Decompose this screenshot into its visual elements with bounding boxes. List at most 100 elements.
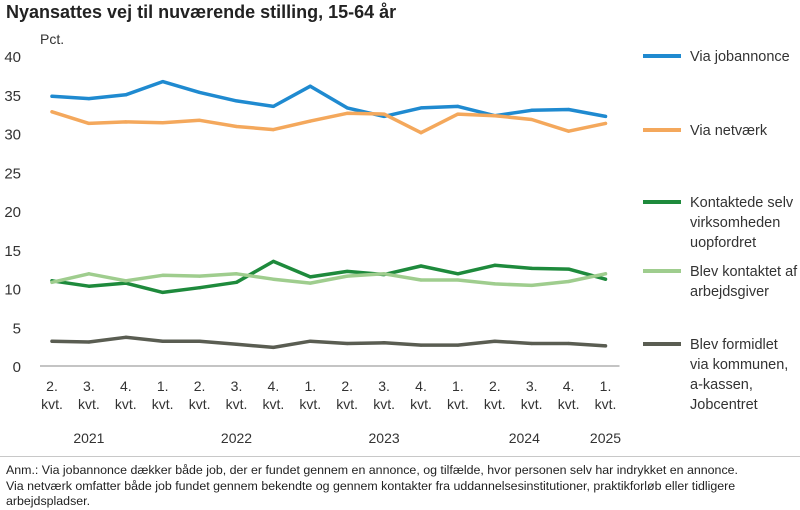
x-tick-label: kvt. <box>521 396 543 412</box>
data-point <box>456 112 460 116</box>
y-axis-unit: Pct. <box>40 31 64 47</box>
series-line <box>50 79 608 119</box>
series-line <box>50 335 608 350</box>
y-tick-label: 10 <box>4 282 21 299</box>
data-point <box>271 104 275 108</box>
data-point <box>271 277 275 281</box>
data-point <box>50 339 54 343</box>
series-line <box>50 259 608 295</box>
data-point <box>271 128 275 132</box>
data-point <box>419 278 423 282</box>
data-point <box>234 280 239 284</box>
data-point <box>530 117 534 122</box>
data-point <box>567 107 571 112</box>
data-point <box>456 343 460 347</box>
legend: Via jobannonce Via netværk Kontaktede selv… <box>643 49 798 413</box>
data-point <box>124 335 128 339</box>
year-label: 2022 <box>221 430 252 446</box>
y-tick-label: 5 <box>13 320 21 337</box>
y-tick-label: 35 <box>4 88 21 105</box>
legend-label: Blev formidlet <box>690 337 778 353</box>
data-point <box>456 278 460 282</box>
legend-label: Blev kontaktet af <box>690 264 798 280</box>
data-point <box>308 281 312 285</box>
data-point <box>87 121 91 126</box>
data-point <box>382 341 386 345</box>
data-point <box>530 108 534 112</box>
data-point <box>419 106 423 110</box>
x-tick-label: kvt. <box>152 396 174 412</box>
year-label: 2024 <box>509 430 540 446</box>
x-tick-label: 1. <box>304 378 316 394</box>
legend-label: Via jobannonce <box>690 49 790 65</box>
data-point <box>382 112 386 116</box>
footnote-line: Via netværk omfatter både job fundet gen… <box>6 478 736 493</box>
data-point <box>603 114 608 119</box>
data-point <box>161 290 165 294</box>
legend-label: uopfordret <box>690 235 756 251</box>
x-tick-label: 4. <box>120 378 132 394</box>
data-point <box>493 114 497 118</box>
y-tick-label: 25 <box>4 165 21 182</box>
x-axis: 2. kvt. 3. kvt. 4. kvt. 1. kvt. 2. kvt. 3. kvt. 4. kv… <box>40 365 621 446</box>
data-point <box>234 342 239 346</box>
divider <box>0 456 800 457</box>
data-point <box>308 119 312 123</box>
x-tick-label: 2. <box>194 378 206 394</box>
data-point <box>271 345 275 349</box>
chart-title: Nyansattes vej til nuværende stilling, 1… <box>6 2 397 22</box>
data-point <box>124 279 128 283</box>
x-tick-label: kvt. <box>447 396 469 412</box>
y-tick-label: 20 <box>4 204 21 221</box>
x-tick-label: 4. <box>415 378 427 394</box>
x-tick-label: kvt. <box>263 396 285 412</box>
x-tick-label: kvt. <box>78 396 100 412</box>
legend-label: Via netværk <box>690 123 768 139</box>
legend-label: arbejdsgiver <box>690 284 769 300</box>
x-tick-label: 4. <box>268 378 280 394</box>
data-point <box>567 279 571 284</box>
data-point <box>234 124 239 129</box>
data-point <box>493 282 497 286</box>
data-point <box>603 121 608 126</box>
data-point <box>345 111 349 115</box>
x-tick-label: 3. <box>378 378 390 394</box>
data-point <box>567 341 571 346</box>
data-point <box>198 339 202 343</box>
x-tick-label: 2. <box>341 378 353 394</box>
data-point <box>161 79 165 84</box>
data-point <box>382 272 386 276</box>
data-point <box>345 106 349 110</box>
x-tick-label: 3. <box>231 378 243 394</box>
data-point <box>603 272 608 276</box>
x-tick-label: 1. <box>452 378 464 394</box>
legend-label: virksomheden <box>690 215 780 231</box>
x-tick-label: kvt. <box>595 396 617 412</box>
data-point <box>493 263 497 267</box>
data-point <box>345 341 349 346</box>
data-point <box>567 129 571 133</box>
y-tick-label: 40 <box>4 49 21 66</box>
data-point <box>345 269 349 274</box>
series-line <box>50 110 608 135</box>
data-point <box>161 339 165 343</box>
data-point <box>124 93 128 97</box>
x-tick-label: kvt. <box>189 396 211 412</box>
x-tick-label: kvt. <box>336 396 358 412</box>
x-tick-label: 1. <box>157 378 169 394</box>
x-tick-label: kvt. <box>115 396 137 412</box>
y-axis: 0 5 10 15 20 25 30 35 40 Pct. <box>4 31 64 376</box>
y-tick-label: 30 <box>4 127 21 144</box>
x-tick-label: 4. <box>563 378 575 394</box>
data-point <box>198 118 202 122</box>
data-point <box>87 97 91 101</box>
x-tick-label: 1. <box>600 378 612 394</box>
y-tick-label: 0 <box>13 359 21 376</box>
y-tick-label: 15 <box>4 243 21 260</box>
year-label: 2025 <box>590 430 621 446</box>
year-label: 2021 <box>73 430 104 446</box>
data-point <box>419 264 423 268</box>
footnote: Anm.: Via jobannonce dækker både job, de… <box>6 463 796 510</box>
x-tick-label: kvt. <box>410 396 432 412</box>
